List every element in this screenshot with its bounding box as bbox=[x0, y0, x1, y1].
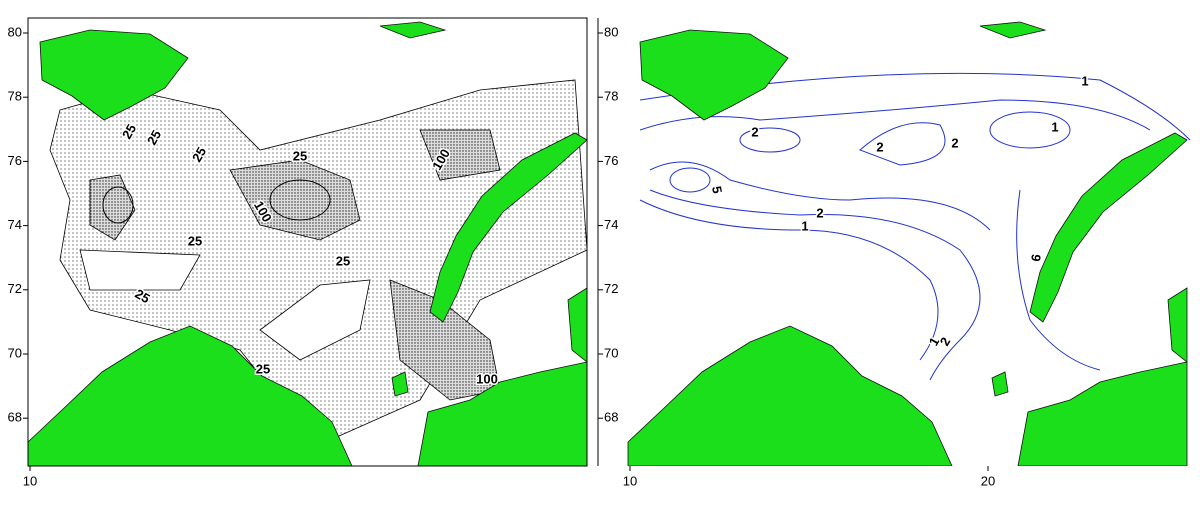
x-tick-label: 20 bbox=[981, 473, 995, 488]
y-tick-label: 70 bbox=[604, 345, 618, 360]
x-tick-label: 10 bbox=[23, 473, 37, 488]
y-tick-label: 74 bbox=[604, 217, 618, 232]
contour-label: 100 bbox=[476, 371, 498, 386]
y-tick-label: 72 bbox=[604, 281, 618, 296]
contour-label: 25 bbox=[293, 148, 307, 163]
contour-label: 25 bbox=[256, 361, 270, 376]
y-tick-label: 78 bbox=[8, 89, 22, 104]
right-map bbox=[627, 21, 1191, 466]
contour-label: 1 bbox=[1081, 73, 1088, 88]
contour-label: 6 bbox=[1028, 253, 1044, 263]
contour-label: 1 bbox=[1051, 119, 1058, 134]
contour-label: 2 bbox=[951, 135, 958, 150]
contour-label: 1 bbox=[801, 218, 808, 233]
left-frame bbox=[27, 17, 588, 467]
y-tick-label: 76 bbox=[604, 153, 618, 168]
y-tick-label: 70 bbox=[8, 345, 22, 360]
y-tick-label: 76 bbox=[8, 153, 22, 168]
contour-label: 2 bbox=[816, 205, 823, 220]
contour-label: 2 bbox=[751, 124, 758, 139]
contour-label: 5 bbox=[709, 185, 725, 195]
y-tick-label: 68 bbox=[604, 410, 618, 425]
y-tick-label: 80 bbox=[8, 24, 22, 39]
contour-label: 25 bbox=[188, 233, 202, 248]
left-map bbox=[28, 21, 587, 466]
y-tick-label: 80 bbox=[604, 24, 618, 39]
y-tick-label: 68 bbox=[8, 410, 22, 425]
y-tick-label: 78 bbox=[604, 89, 618, 104]
contour-label: 2 bbox=[876, 139, 883, 154]
y-tick-label: 74 bbox=[8, 217, 22, 232]
y-tick-label: 72 bbox=[8, 281, 22, 296]
x-tick-label: 10 bbox=[623, 473, 637, 488]
contour-label: 25 bbox=[336, 253, 350, 268]
